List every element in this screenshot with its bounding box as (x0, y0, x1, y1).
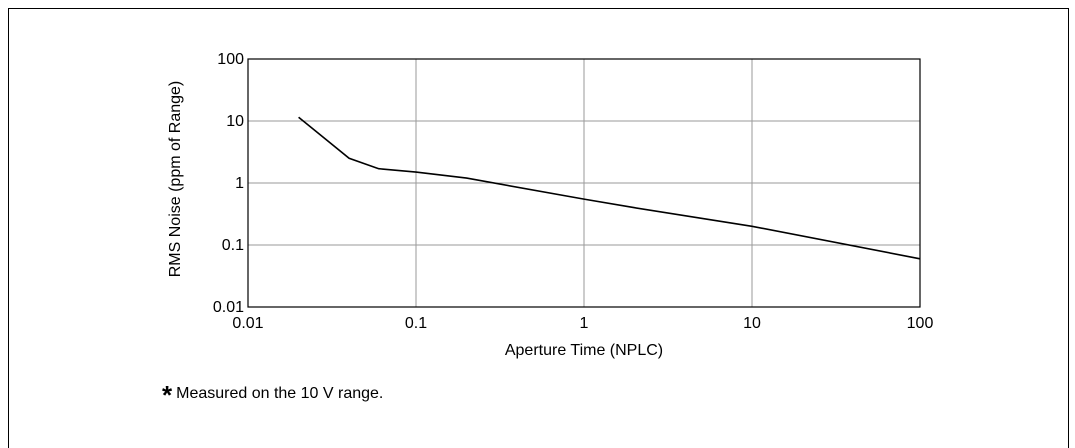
y-tick-labels: 0.01 0.1 1 10 100 (213, 51, 244, 316)
x-tick-label: 10 (743, 315, 761, 332)
y-tick-label: 100 (217, 51, 244, 68)
x-tick-labels: 0.01 0.1 1 10 100 (232, 315, 933, 332)
footnote-marker: * (162, 380, 173, 410)
noise-chart: 0.01 0.1 1 10 100 0.01 0.1 1 10 100 Aperture Tim… (167, 51, 933, 359)
y-tick-label: 10 (226, 113, 244, 130)
x-tick-label: 0.1 (405, 315, 427, 332)
y-tick-label: 0.01 (213, 299, 244, 316)
y-tick-label: 0.1 (222, 237, 244, 254)
x-axis-label: Aperture Time (NPLC) (505, 342, 663, 359)
series-line (298, 116, 921, 260)
series-lines (298, 116, 921, 260)
figure-frame (8, 8, 1069, 448)
x-tick-label: 0.01 (232, 315, 263, 332)
x-tick-label: 100 (907, 315, 934, 332)
y-axis-label: RMS Noise (ppm of Range) (167, 81, 184, 278)
grid (247, 58, 921, 308)
footnote-text: Measured on the 10 V range. (176, 385, 384, 402)
footnote: * Measured on the 10 V range. (162, 374, 384, 410)
y-tick-label: 1 (235, 175, 244, 192)
plot-area (247, 58, 921, 308)
x-tick-label: 1 (580, 315, 589, 332)
